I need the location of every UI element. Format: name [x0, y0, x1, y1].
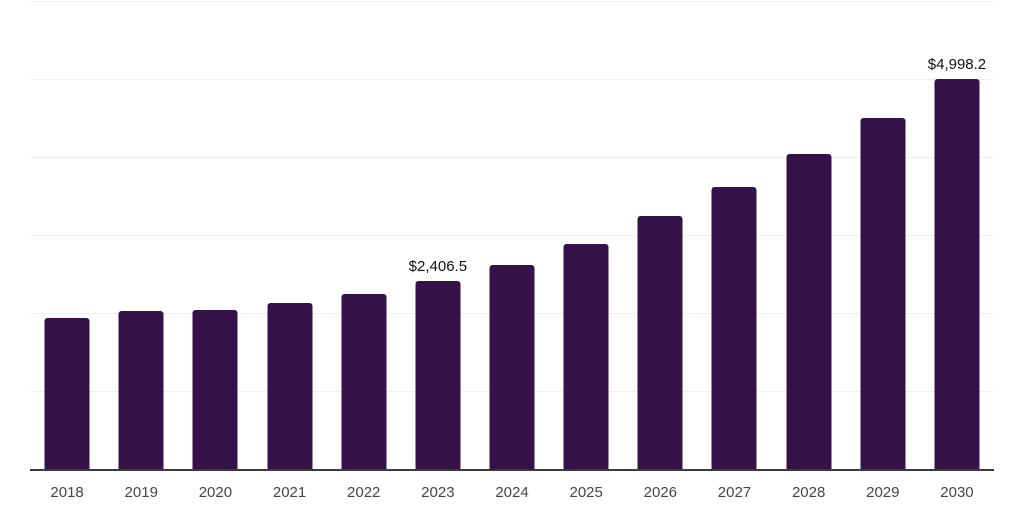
bar-2029[interactable]: [860, 117, 906, 469]
bar-2022[interactable]: [341, 293, 387, 469]
bar-2028[interactable]: [786, 153, 832, 469]
bar-2030[interactable]: [934, 79, 980, 469]
bar-slot: [327, 0, 401, 469]
x-tick-2018: 2018: [50, 484, 84, 501]
bar-slot: [772, 0, 846, 469]
bar-2023[interactable]: [415, 281, 461, 469]
bar-slot: $2,406.5: [401, 0, 475, 469]
x-tick-2023: 2023: [421, 484, 455, 501]
plot-area: $2,406.5 $4,998.2: [30, 0, 994, 469]
bar-slot: [104, 0, 178, 469]
gridline: [30, 79, 994, 80]
x-tick-2029: 2029: [866, 484, 900, 501]
bar-slot: [623, 0, 697, 469]
bar-2026[interactable]: [637, 216, 683, 469]
gridline: [30, 1, 994, 2]
bar-2024[interactable]: [489, 265, 535, 469]
x-tick-2025: 2025: [569, 484, 603, 501]
bar-2025[interactable]: [563, 243, 609, 469]
gridline: [30, 157, 994, 158]
bar-slot: $4,998.2: [920, 0, 994, 469]
bar-2020[interactable]: [192, 309, 238, 469]
x-tick-2028: 2028: [791, 484, 826, 501]
x-axis-line: [30, 469, 994, 471]
x-tick-2022: 2022: [347, 484, 381, 501]
bar-slot: [846, 0, 920, 469]
x-tick-2026: 2026: [643, 484, 678, 501]
x-tick-2020: 2020: [198, 484, 233, 501]
bar-slot: [30, 0, 104, 469]
x-tick-2030: 2030: [940, 484, 974, 501]
bar-slot: [252, 0, 326, 469]
bar-2018[interactable]: [44, 317, 90, 469]
x-tick-2021: 2021: [272, 484, 307, 501]
bar-slot: [475, 0, 549, 469]
bar-2021[interactable]: [267, 302, 313, 469]
gridline: [30, 235, 994, 236]
x-tick-2027: 2027: [717, 484, 752, 501]
data-label-2023: $2,406.5: [408, 258, 468, 276]
data-label-2030: $4,998.2: [927, 56, 987, 74]
bar-slot: [178, 0, 252, 469]
bar-2019[interactable]: [118, 311, 164, 469]
bar-2027[interactable]: [711, 186, 757, 469]
bar-slot: [697, 0, 771, 469]
bar-slot: [549, 0, 623, 469]
x-tick-2024: 2024: [495, 484, 529, 501]
x-axis-labels: 2018 2019 2020 2021 2022 2023 2024 2025 2026 2027…: [30, 484, 994, 502]
x-tick-2019: 2019: [124, 484, 158, 501]
